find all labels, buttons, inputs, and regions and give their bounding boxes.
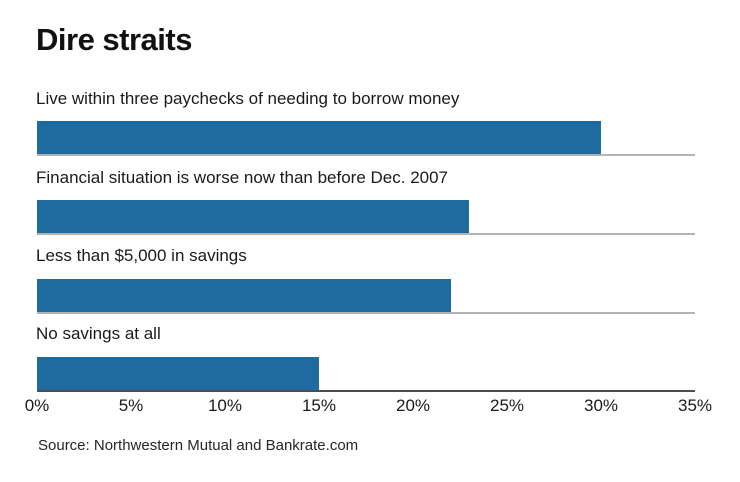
x-tick-label: 30%	[583, 396, 619, 415]
bar-fill	[37, 357, 319, 390]
x-axis-ticks: 0% 5% 10% 15% 20% 25% 30% 35%	[25, 396, 712, 416]
bar-fill	[37, 279, 451, 312]
x-axis-line	[37, 390, 695, 392]
gridline	[37, 312, 695, 314]
bar-label: Financial situation is worse now than be…	[36, 168, 449, 187]
x-tick-label: 0%	[24, 396, 50, 415]
x-tick-label: 10%	[207, 396, 242, 415]
x-tick-label: 35%	[677, 396, 713, 415]
plot-area: Live within three paychecks of needing t…	[25, 0, 712, 482]
source-attribution: Source: Northwestern Mutual and Bankrate…	[38, 437, 359, 454]
gridline	[37, 154, 695, 156]
bar-label: No savings at all	[36, 324, 161, 343]
x-tick-label: 20%	[395, 396, 431, 415]
x-tick-label: 5%	[118, 396, 144, 415]
bar-label: Less than $5,000 in savings	[36, 246, 247, 265]
bar-label: Live within three paychecks of needing t…	[36, 89, 460, 108]
x-tick-label: 25%	[489, 396, 525, 415]
chart-title: Dire straits	[36, 22, 192, 57]
bar-fill	[37, 121, 601, 154]
bar-fill	[37, 200, 470, 233]
gridline	[37, 233, 695, 235]
x-tick-label: 15%	[301, 396, 336, 415]
